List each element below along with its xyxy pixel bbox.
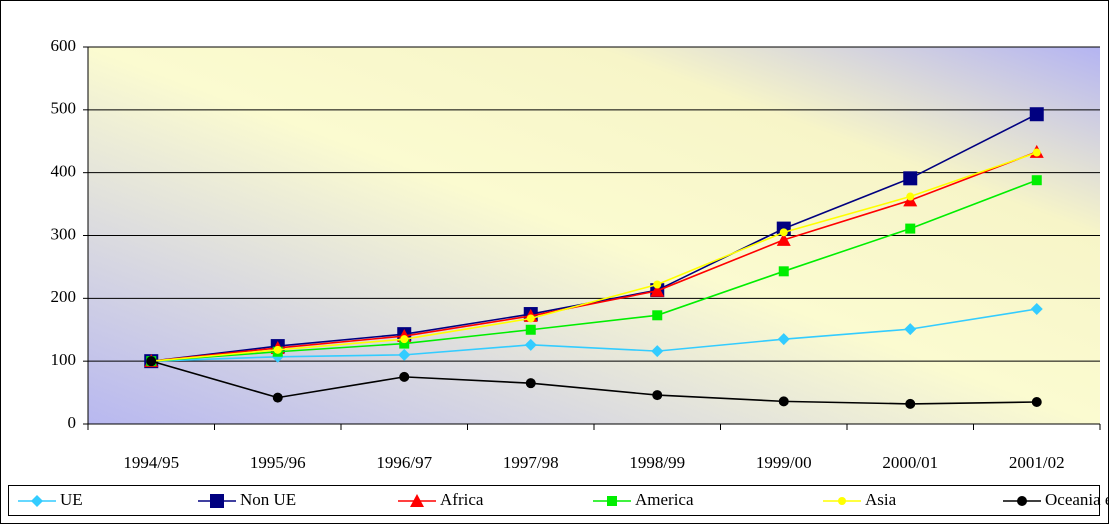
- legend-label: Oceania e apolidi: [1045, 490, 1109, 509]
- x-tick-label: 1995/96: [250, 453, 306, 472]
- marker: [1029, 107, 1044, 122]
- marker: [651, 345, 664, 358]
- legend-label: America: [635, 490, 694, 509]
- x-tick-label: 1994/95: [123, 453, 179, 472]
- marker: [272, 392, 283, 403]
- marker: [776, 232, 791, 246]
- marker: [524, 338, 537, 351]
- x-tick-label: 1998/99: [629, 453, 685, 472]
- marker: [778, 396, 789, 407]
- legend-marker: [210, 494, 224, 508]
- marker: [904, 323, 917, 336]
- marker: [525, 324, 536, 335]
- x-tick-label: 1999/00: [756, 453, 812, 472]
- y-tick-label: 300: [51, 224, 77, 243]
- y-tick-label: 0: [68, 413, 77, 432]
- marker: [779, 228, 788, 237]
- marker: [273, 345, 282, 354]
- legend-box: [8, 485, 1100, 516]
- marker: [526, 314, 535, 323]
- y-tick-label: 200: [51, 287, 77, 306]
- series-line: [151, 308, 1037, 362]
- marker: [146, 356, 157, 367]
- series-line: [151, 179, 1038, 362]
- series-line: [151, 360, 1037, 405]
- marker: [903, 171, 918, 186]
- legend-label: UE: [60, 490, 83, 509]
- marker: [652, 390, 663, 401]
- legend-marker: [31, 495, 43, 507]
- marker: [1031, 175, 1042, 186]
- marker: [777, 333, 790, 346]
- marker: [399, 338, 410, 349]
- legend-marker: [410, 494, 424, 507]
- legend-marker: [1017, 496, 1027, 506]
- marker: [906, 192, 915, 201]
- y-tick-label: 600: [51, 36, 77, 55]
- x-tick-label: 2000/01: [882, 453, 938, 472]
- legend-label: Asia: [865, 490, 897, 509]
- marker: [525, 378, 536, 389]
- marker: [653, 280, 662, 289]
- y-tick-label: 100: [51, 350, 77, 369]
- x-tick-label: 1997/98: [503, 453, 559, 472]
- series-line: [151, 151, 1038, 362]
- marker: [652, 310, 663, 321]
- marker: [905, 223, 916, 234]
- series-line: [151, 151, 1038, 362]
- marker: [400, 335, 409, 344]
- marker: [1032, 148, 1041, 157]
- y-tick-label: 400: [51, 162, 77, 181]
- marker: [1031, 397, 1042, 408]
- y-tick-label: 500: [51, 99, 77, 118]
- legend-label: Africa: [440, 490, 484, 509]
- marker: [1030, 303, 1043, 316]
- marker: [650, 283, 665, 297]
- marker: [398, 348, 411, 361]
- marker: [905, 398, 916, 409]
- marker: [778, 266, 789, 277]
- x-tick-label: 1996/97: [376, 453, 432, 472]
- x-tick-label: 2001/02: [1009, 453, 1065, 472]
- legend-label: Non UE: [240, 490, 296, 509]
- marker: [399, 371, 410, 382]
- legend-marker: [607, 496, 617, 506]
- legend-marker: [838, 497, 846, 505]
